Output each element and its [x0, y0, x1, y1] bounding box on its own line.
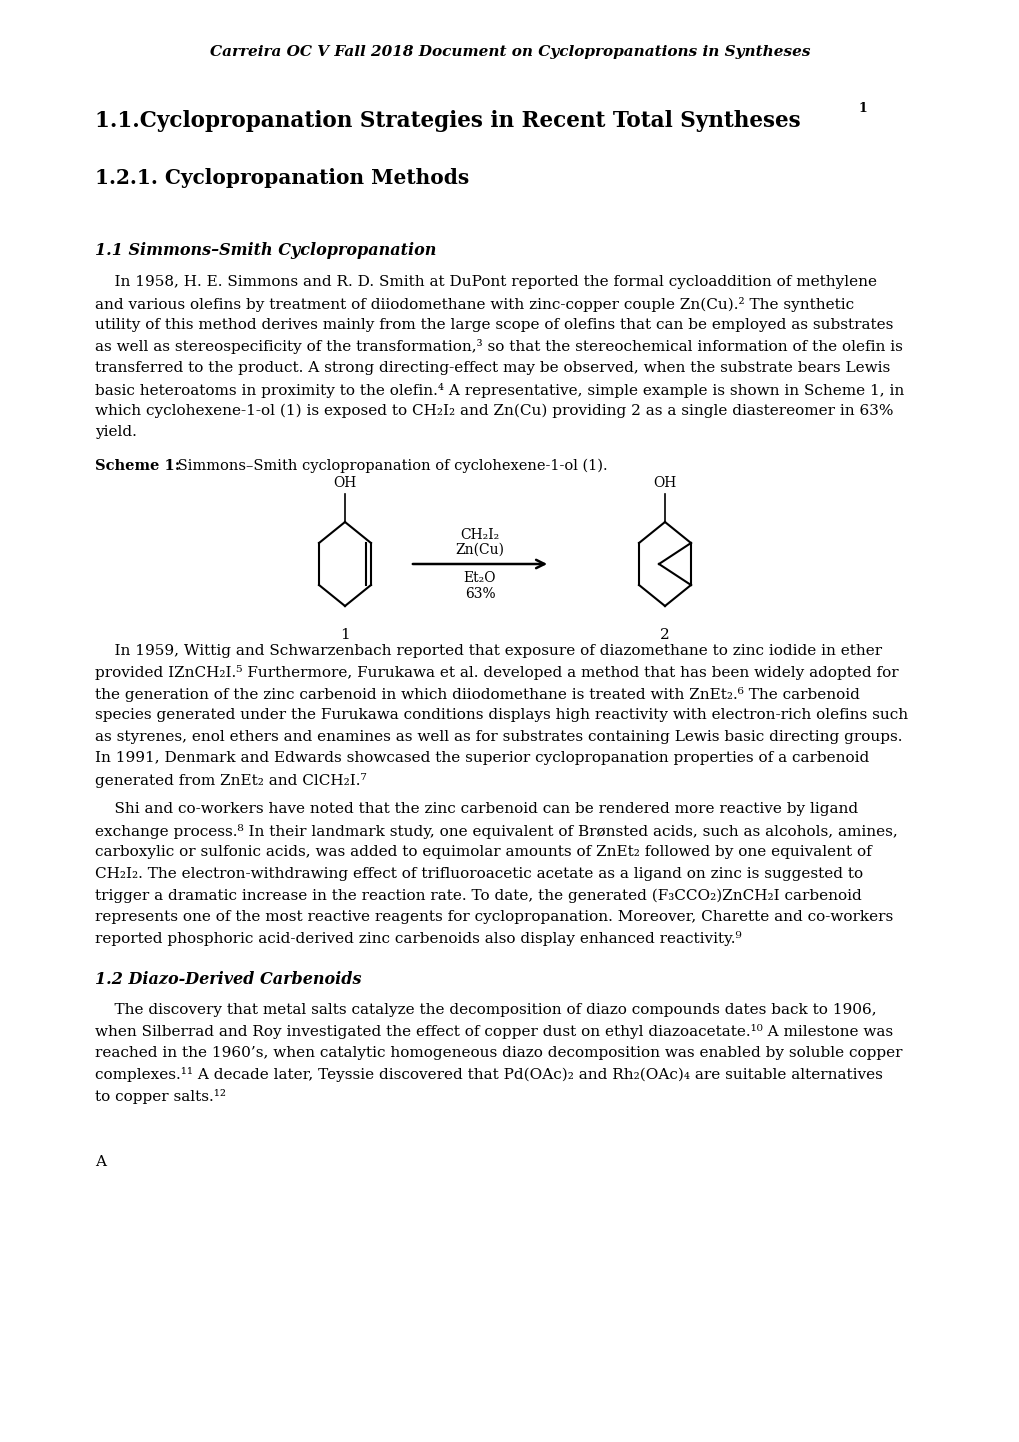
Text: CH₂I₂. The electron-withdrawing effect of trifluoroacetic acetate as a ligand on: CH₂I₂. The electron-withdrawing effect o…	[95, 867, 862, 881]
Text: 1.1.Cyclopropanation Strategies in Recent Total Syntheses: 1.1.Cyclopropanation Strategies in Recen…	[95, 110, 800, 133]
Text: OH: OH	[653, 476, 676, 490]
Text: reached in the 1960’s, when catalytic homogeneous diazo decomposition was enable: reached in the 1960’s, when catalytic ho…	[95, 1045, 902, 1060]
Text: 1: 1	[857, 102, 866, 115]
Text: 2: 2	[659, 629, 669, 642]
Text: carboxylic or sulfonic acids, was added to equimolar amounts of ZnEt₂ followed b: carboxylic or sulfonic acids, was added …	[95, 845, 871, 859]
Text: Zn(Cu): Zn(Cu)	[455, 544, 504, 557]
Text: A: A	[95, 1155, 106, 1169]
Text: trigger a dramatic increase in the reaction rate. To date, the generated (F₃CCO₂: trigger a dramatic increase in the react…	[95, 888, 861, 903]
Text: provided IZnCH₂I.⁵ Furthermore, Furukawa et al. developed a method that has been: provided IZnCH₂I.⁵ Furthermore, Furukawa…	[95, 666, 898, 681]
Text: transferred to the product. A strong directing-effect may be observed, when the : transferred to the product. A strong dir…	[95, 360, 890, 375]
Text: Carreira OC V Fall 2018 Document on Cyclopropanations in Syntheses: Carreira OC V Fall 2018 Document on Cycl…	[210, 45, 809, 59]
Text: Shi and co-workers have noted that the zinc carbenoid can be rendered more react: Shi and co-workers have noted that the z…	[95, 803, 857, 816]
Text: when Silberrad and Roy investigated the effect of copper dust on ethyl diazoacet: when Silberrad and Roy investigated the …	[95, 1024, 893, 1040]
Text: reported phosphoric acid-derived zinc carbenoids also display enhanced reactivit: reported phosphoric acid-derived zinc ca…	[95, 932, 741, 946]
Text: to copper salts.¹²: to copper salts.¹²	[95, 1089, 226, 1105]
Text: 63%: 63%	[465, 587, 495, 601]
Text: generated from ZnEt₂ and ClCH₂I.⁷: generated from ZnEt₂ and ClCH₂I.⁷	[95, 773, 366, 787]
Text: In 1991, Denmark and Edwards showcased the superior cyclopropanation properties : In 1991, Denmark and Edwards showcased t…	[95, 751, 868, 766]
Text: as styrenes, enol ethers and enamines as well as for substrates containing Lewis: as styrenes, enol ethers and enamines as…	[95, 730, 902, 744]
Text: OH: OH	[333, 476, 357, 490]
Text: The discovery that metal salts catalyze the decomposition of diazo compounds dat: The discovery that metal salts catalyze …	[95, 1004, 875, 1017]
Text: Et₂O: Et₂O	[464, 571, 496, 585]
Text: yield.: yield.	[95, 425, 137, 440]
Text: utility of this method derives mainly from the large scope of olefins that can b: utility of this method derives mainly fr…	[95, 319, 893, 332]
Text: In 1958, H. E. Simmons and R. D. Smith at DuPont reported the formal cycloadditi: In 1958, H. E. Simmons and R. D. Smith a…	[95, 275, 876, 288]
Text: CH₂I₂: CH₂I₂	[460, 528, 499, 542]
Text: represents one of the most reactive reagents for cyclopropanation. Moreover, Cha: represents one of the most reactive reag…	[95, 910, 893, 924]
Text: exchange process.⁸ In their landmark study, one equivalent of Brønsted acids, su: exchange process.⁸ In their landmark stu…	[95, 823, 897, 839]
Text: as well as stereospecificity of the transformation,³ so that the stereochemical : as well as stereospecificity of the tran…	[95, 339, 902, 355]
Text: basic heteroatoms in proximity to the olefin.⁴ A representative, simple example : basic heteroatoms in proximity to the ol…	[95, 382, 904, 398]
Text: species generated under the Furukawa conditions displays high reactivity with el: species generated under the Furukawa con…	[95, 708, 907, 722]
Text: 1.2 Diazo-Derived Carbenoids: 1.2 Diazo-Derived Carbenoids	[95, 970, 361, 988]
Text: complexes.¹¹ A decade later, Teyssie discovered that Pd(OAc)₂ and Rh₂(OAc)₄ are : complexes.¹¹ A decade later, Teyssie dis…	[95, 1067, 882, 1083]
Text: which cyclohexene-1-ol (1) is exposed to CH₂I₂ and Zn(Cu) providing 2 as a singl: which cyclohexene-1-ol (1) is exposed to…	[95, 404, 893, 418]
Text: Simmons–Smith cyclopropanation of cyclohexene-1-ol (1).: Simmons–Smith cyclopropanation of cycloh…	[173, 459, 607, 473]
Text: 1: 1	[339, 629, 350, 642]
Text: In 1959, Wittig and Schwarzenbach reported that exposure of diazomethane to zinc: In 1959, Wittig and Schwarzenbach report…	[95, 645, 881, 658]
Text: and various olefins by treatment of diiodomethane with zinc-copper couple Zn(Cu): and various olefins by treatment of diio…	[95, 297, 853, 311]
Text: Scheme 1:: Scheme 1:	[95, 459, 180, 473]
Text: 1.2.1. Cyclopropanation Methods: 1.2.1. Cyclopropanation Methods	[95, 169, 469, 187]
Text: 1.1 Simmons–Smith Cyclopropanation: 1.1 Simmons–Smith Cyclopropanation	[95, 242, 436, 260]
Text: the generation of the zinc carbenoid in which diiodomethane is treated with ZnEt: the generation of the zinc carbenoid in …	[95, 686, 859, 702]
